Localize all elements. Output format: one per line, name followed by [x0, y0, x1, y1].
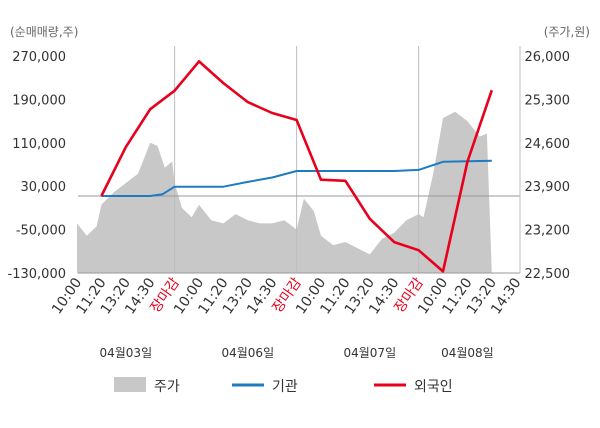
right-tick-label: 24,600: [525, 137, 571, 152]
left-tick-label: 110,000: [12, 137, 66, 152]
date-label: 04월06일: [221, 346, 274, 360]
legend-label: 주가: [154, 379, 180, 395]
date-labels: 04월03일 04월06일 04월07일 04월08일: [99, 346, 493, 360]
left-tick-label: 190,000: [12, 93, 66, 108]
series-line-layer: [100, 60, 494, 273]
legend: 주가 기관 외국인: [114, 377, 453, 395]
left-axis-ticks: 270,000 190,000 110,000 30,000 -50,000 -130,0…: [8, 50, 66, 282]
date-label: 04월03일: [99, 346, 152, 360]
right-tick-label: 23,900: [525, 180, 571, 195]
right-tick-label: 22,500: [525, 267, 571, 282]
date-label: 04월08일: [441, 346, 494, 360]
legend-label: 기관: [272, 379, 298, 395]
left-tick-label: -50,000: [16, 224, 66, 239]
price-area-layer: [77, 111, 492, 273]
price-area: [77, 111, 492, 273]
right-tick-label: 25,300: [525, 93, 571, 108]
left-tick-label: -130,000: [8, 267, 66, 282]
left-tick-label: 270,000: [12, 50, 66, 65]
legend-label: 외국인: [414, 379, 453, 395]
x-axis-ticks: 10:0011:2013:2014:30장마감10:0011:2013:2014…: [49, 275, 524, 317]
right-tick-label: 26,000: [525, 50, 571, 65]
right-axis-unit: (주가,원): [544, 25, 590, 39]
right-axis-ticks: 26,000 25,300 24,600 23,900 23,200 22,500: [525, 50, 571, 282]
left-axis-unit: (순매매량,주): [10, 25, 78, 39]
legend-price-swatch: [114, 377, 146, 392]
date-label: 04월07일: [343, 346, 396, 360]
right-tick-label: 23,200: [525, 224, 571, 239]
left-tick-label: 30,000: [21, 180, 67, 195]
series-line-institution: [101, 159, 492, 197]
